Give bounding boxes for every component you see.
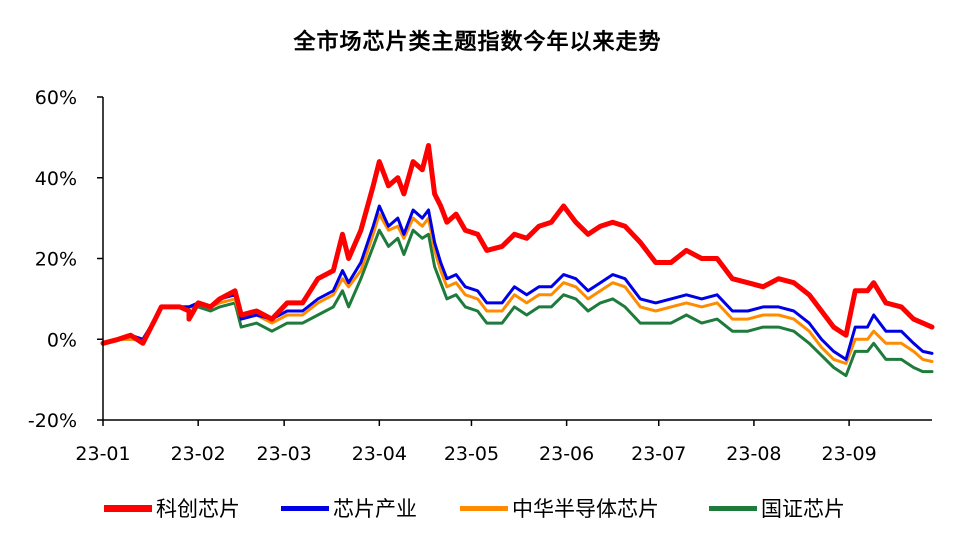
x-tick-label: 23-01: [75, 443, 130, 465]
series-line-1: [100, 143, 935, 346]
legend-label: 科创芯片: [156, 497, 240, 521]
x-tick-label: 23-05: [444, 443, 499, 465]
legend: 科创芯片 芯片产业 中华半导体芯片 国证芯片: [0, 490, 955, 526]
y-tick-label: 60%: [35, 87, 77, 109]
legend-item: 芯片产业: [281, 490, 417, 526]
legend-item: 中华半导体芯片: [460, 490, 659, 526]
x-tick-label: 23-09: [821, 443, 876, 465]
y-tick-label: -20%: [28, 410, 77, 432]
legend-swatch: [460, 505, 508, 511]
series-line-2: [101, 204, 934, 361]
x-tick-label: 23-07: [631, 443, 686, 465]
legend-swatch: [281, 505, 329, 511]
legend-label: 芯片产业: [333, 497, 417, 521]
axis-layer: 60% 40% 20% 0% -20% 23-01 23-02 23-03 23-04 23-05…: [28, 87, 932, 465]
x-tick-label: 23-04: [352, 443, 407, 465]
series-layer: [100, 143, 935, 378]
legend-item: 科创芯片: [104, 490, 240, 526]
legend-swatch: [709, 505, 757, 511]
x-tick-label: 23-03: [257, 443, 312, 465]
legend-label: 国证芯片: [761, 497, 845, 521]
legend-label: 中华半导体芯片: [512, 497, 659, 521]
x-tick-label: 23-08: [726, 443, 781, 465]
legend-swatch: [104, 504, 152, 512]
y-tick-label: 20%: [35, 249, 77, 271]
chart-title: 全市场芯片类主题指数今年以来走势: [293, 30, 662, 55]
x-tick-label: 23-02: [171, 443, 226, 465]
y-tick-label: 0%: [47, 329, 77, 351]
x-tick-label: 23-06: [539, 443, 594, 465]
y-tick-label: 40%: [35, 168, 77, 190]
legend-item: 国证芯片: [709, 490, 845, 526]
series-line-4: [101, 228, 934, 378]
